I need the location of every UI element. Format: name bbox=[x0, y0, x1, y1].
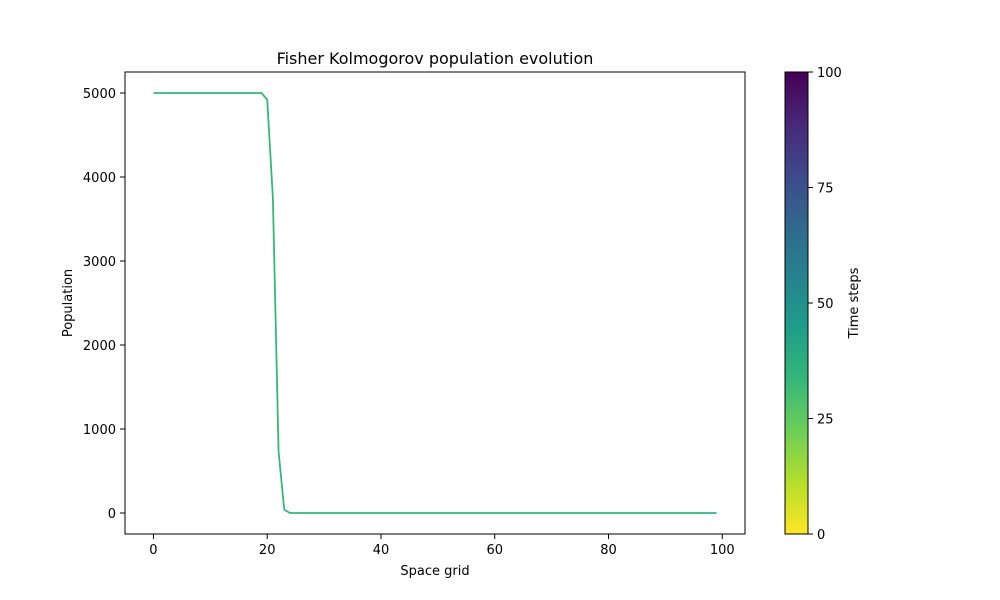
colorbar-ticks: 0 25 50 75 100 bbox=[808, 66, 842, 543]
colorbar-tick-label: 50 bbox=[817, 297, 834, 312]
y-axis-ticks: 0 1000 2000 3000 4000 5000 bbox=[83, 87, 125, 522]
y-tick-label: 5000 bbox=[83, 87, 116, 102]
y-tick-label: 3000 bbox=[83, 255, 116, 270]
y-axis-label: Population bbox=[61, 269, 76, 337]
y-tick-label: 0 bbox=[108, 507, 116, 522]
plot-frame bbox=[124, 71, 746, 535]
colorbar-tick-label: 0 bbox=[817, 528, 825, 543]
x-axis-label: Space grid bbox=[400, 564, 469, 579]
x-tick-label: 20 bbox=[259, 543, 276, 558]
x-axis-ticks: 0 20 40 60 80 100 bbox=[149, 534, 735, 558]
series-line bbox=[153, 92, 717, 514]
y-tick-label: 2000 bbox=[83, 339, 116, 354]
colorbar-gradient bbox=[785, 72, 808, 534]
y-tick-label: 1000 bbox=[83, 423, 116, 438]
colorbar-tick-label: 100 bbox=[817, 66, 842, 81]
chart-title: Fisher Kolmogorov population evolution bbox=[277, 49, 594, 68]
plot-area: 0 20 40 60 80 100 0 1000 2000 3000 4000 5000 bbox=[83, 71, 746, 558]
series-layer bbox=[153, 92, 717, 514]
colorbar-label: Time steps bbox=[847, 267, 862, 339]
colorbar-tick-label: 75 bbox=[817, 182, 834, 197]
x-tick-label: 100 bbox=[710, 543, 735, 558]
x-tick-label: 60 bbox=[486, 543, 503, 558]
colorbar: 0 25 50 75 100 Time steps bbox=[784, 66, 862, 543]
y-tick-label: 4000 bbox=[83, 171, 116, 186]
x-tick-label: 40 bbox=[373, 543, 390, 558]
colorbar-tick-label: 25 bbox=[817, 413, 834, 428]
x-tick-label: 80 bbox=[600, 543, 617, 558]
x-tick-label: 0 bbox=[149, 543, 157, 558]
